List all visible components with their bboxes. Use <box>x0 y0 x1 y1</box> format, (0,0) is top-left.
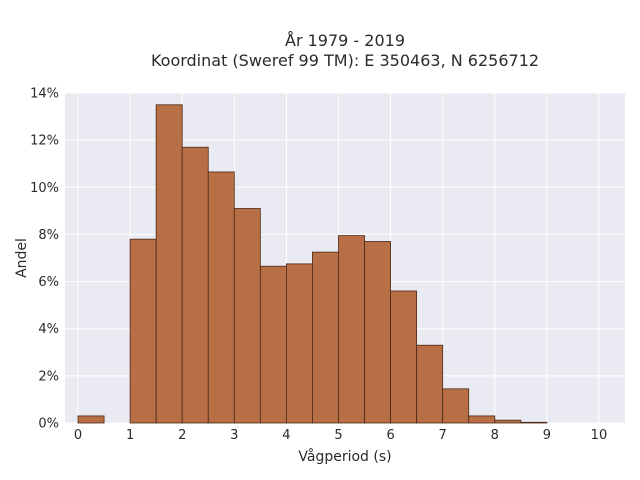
bar-14 <box>442 388 470 424</box>
bar-7 <box>259 265 287 424</box>
x-tick-label-5: 5 <box>334 428 342 443</box>
bar-0 <box>77 415 105 424</box>
y-tick-label-1: 2% <box>38 369 59 384</box>
x-tick-label-1: 1 <box>126 428 134 443</box>
y-tick-label-2: 4% <box>38 322 59 337</box>
x-tick-label-9: 9 <box>543 428 551 443</box>
y-tick-label-0: 0% <box>38 417 59 432</box>
y-tick-label-3: 6% <box>38 275 59 290</box>
bar-2 <box>129 238 157 424</box>
chart-title-line-1: År 1979 - 2019 <box>285 31 405 50</box>
bar-3 <box>155 104 183 424</box>
x-axis-label: Vågperiod (s) <box>298 448 391 465</box>
x-tick-label-6: 6 <box>386 428 394 443</box>
bar-11 <box>364 241 391 424</box>
y-axis-label: Andel <box>14 238 30 278</box>
bars <box>77 104 548 424</box>
bar-10 <box>338 235 365 424</box>
x-tick-label-7: 7 <box>439 428 447 443</box>
x-tick-label-4: 4 <box>282 428 290 443</box>
y-tick-label-4: 8% <box>38 228 59 243</box>
x-tick-label-2: 2 <box>178 428 186 443</box>
bar-9 <box>312 251 339 424</box>
x-tick-label-10: 10 <box>591 428 608 443</box>
bar-8 <box>285 263 313 424</box>
x-tick-label-0: 0 <box>74 428 82 443</box>
x-tick-labels: 0 1 2 3 4 5 6 7 8 9 10 <box>74 428 607 443</box>
bar-15 <box>468 415 496 424</box>
y-tick-label-5: 10% <box>30 181 59 196</box>
bar-12 <box>390 290 418 424</box>
x-tick-label-8: 8 <box>491 428 499 443</box>
bar-6 <box>233 208 261 424</box>
bar-16 <box>494 419 522 424</box>
x-tick-label-3: 3 <box>230 428 238 443</box>
y-tick-label-7: 14% <box>30 87 59 102</box>
bar-17 <box>520 421 548 424</box>
chart-title-line-2: Koordinat (Sweref 99 TM): E 350463, N 62… <box>151 51 539 70</box>
bar-4 <box>181 146 209 424</box>
y-tick-label-6: 12% <box>30 134 59 149</box>
bar-5 <box>207 171 235 424</box>
y-tick-labels: 0% 2% 4% 6% 8% 10% 12% 14% <box>30 87 59 432</box>
bar-13 <box>416 344 444 424</box>
